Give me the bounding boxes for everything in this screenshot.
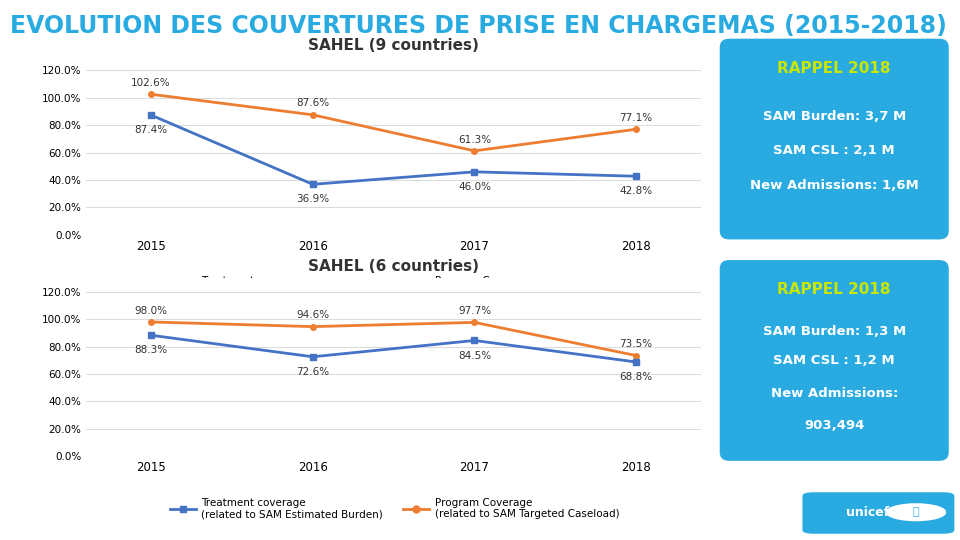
Text: 77.1%: 77.1% bbox=[619, 113, 653, 123]
Legend: Treatment coverage
(related to SAM Estimated Burden), Program Coverage
(related : Treatment coverage (related to SAM Estim… bbox=[165, 494, 623, 523]
Text: SAM CSL : 1,2 M: SAM CSL : 1,2 M bbox=[774, 354, 895, 367]
Text: Ⓞ: Ⓞ bbox=[913, 507, 920, 517]
Text: 94.6%: 94.6% bbox=[297, 310, 329, 320]
Text: 84.5%: 84.5% bbox=[458, 350, 491, 361]
Text: RAPPEL 2018: RAPPEL 2018 bbox=[778, 60, 891, 76]
FancyBboxPatch shape bbox=[804, 493, 953, 533]
Text: SAM CSL : 2,1 M: SAM CSL : 2,1 M bbox=[774, 144, 895, 157]
FancyBboxPatch shape bbox=[720, 261, 948, 460]
Legend: Treatment coverage
(related to SAM Estimated Burden), Program Coverage
(related : Treatment coverage (related to SAM Estim… bbox=[165, 272, 623, 302]
Text: 97.7%: 97.7% bbox=[458, 306, 491, 316]
Text: 98.0%: 98.0% bbox=[134, 306, 168, 316]
FancyBboxPatch shape bbox=[720, 39, 948, 239]
Text: EVOLUTION DES COUVERTURES DE PRISE EN CHARGEMAS (2015-2018): EVOLUTION DES COUVERTURES DE PRISE EN CH… bbox=[10, 14, 947, 37]
Text: 42.8%: 42.8% bbox=[619, 186, 653, 196]
Text: 88.3%: 88.3% bbox=[134, 345, 168, 355]
Text: 87.6%: 87.6% bbox=[297, 98, 329, 109]
Circle shape bbox=[886, 504, 946, 521]
Text: 73.5%: 73.5% bbox=[619, 339, 653, 349]
Text: 61.3%: 61.3% bbox=[458, 134, 491, 145]
Text: SAM Burden: 3,7 M: SAM Burden: 3,7 M bbox=[762, 110, 906, 123]
Text: 36.9%: 36.9% bbox=[297, 194, 329, 204]
Text: SAM Burden: 1,3 M: SAM Burden: 1,3 M bbox=[762, 325, 906, 338]
Text: unicef: unicef bbox=[846, 506, 889, 519]
Text: New Admissions:: New Admissions: bbox=[771, 387, 898, 400]
Title: SAHEL (9 countries): SAHEL (9 countries) bbox=[308, 38, 479, 53]
Text: New Admissions: 1,6M: New Admissions: 1,6M bbox=[750, 179, 919, 192]
Text: 87.4%: 87.4% bbox=[134, 125, 168, 135]
Text: 72.6%: 72.6% bbox=[297, 367, 329, 377]
Text: 68.8%: 68.8% bbox=[619, 372, 653, 382]
Text: 46.0%: 46.0% bbox=[458, 182, 491, 192]
Title: SAHEL (6 countries): SAHEL (6 countries) bbox=[308, 259, 479, 274]
Text: 903,494: 903,494 bbox=[804, 419, 864, 432]
Text: RAPPEL 2018: RAPPEL 2018 bbox=[778, 282, 891, 297]
Text: 102.6%: 102.6% bbox=[132, 78, 171, 88]
